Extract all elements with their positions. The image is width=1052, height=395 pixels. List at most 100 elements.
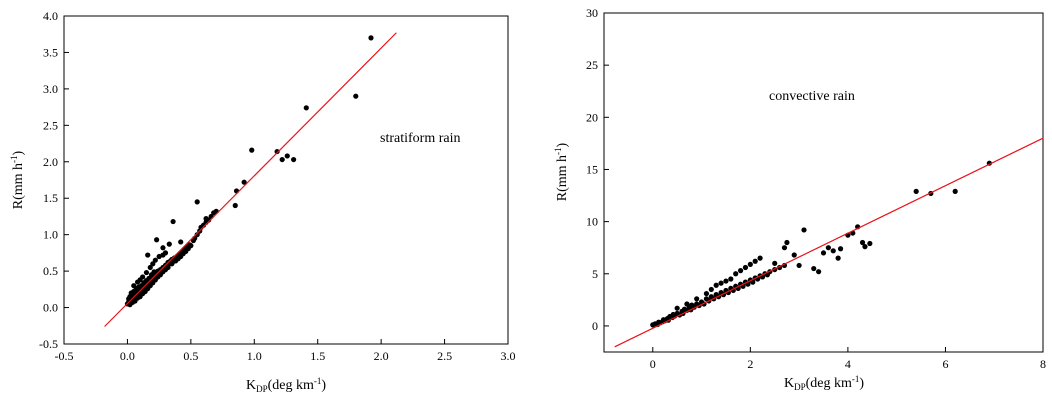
x-axis-title-sup: -1 <box>852 374 860 384</box>
x-tick-label: -0.5 <box>55 349 74 363</box>
y-tick-label: 0 <box>592 319 598 333</box>
y-tick-label: 0.0 <box>43 301 58 315</box>
data-point <box>737 268 744 274</box>
data-point <box>188 243 194 249</box>
y-tick-label: 0.5 <box>43 264 58 278</box>
data-point <box>820 250 827 256</box>
data-point <box>131 283 137 289</box>
data-point <box>859 239 866 246</box>
fit-line <box>104 32 397 327</box>
x-axis-title-sup: -1 <box>314 376 322 386</box>
data-point <box>791 252 797 258</box>
y-ticks: 0 5 10 15 20 25 30 <box>586 6 609 333</box>
y-tick-label: 2.0 <box>43 155 58 169</box>
x-tick-label: 1.5 <box>310 349 325 363</box>
x-axis-title-rest: (deg km <box>806 376 852 391</box>
data-point <box>825 245 831 251</box>
x-tick-label: 8 <box>1040 357 1046 371</box>
data-points <box>124 35 374 308</box>
x-axis-title-main: K <box>784 376 794 391</box>
y-tick-label: 3.5 <box>43 45 58 59</box>
data-point <box>291 156 297 163</box>
data-point <box>862 244 868 250</box>
data-point <box>952 188 958 194</box>
data-point <box>152 257 158 263</box>
y-axis-title-main: R(mm h <box>555 155 570 201</box>
data-point <box>674 305 680 311</box>
x-tick-label: 0.0 <box>120 349 135 363</box>
y-axis-title-sup: -1 <box>9 155 19 163</box>
y-tick-label: 3.0 <box>43 82 58 96</box>
x-axis-title-close: ) <box>859 376 864 391</box>
data-point <box>194 232 200 238</box>
x-tick-label: 0 <box>650 357 656 371</box>
fit-line <box>614 137 1044 348</box>
y-tick-label: 2.5 <box>43 118 58 132</box>
data-point <box>170 218 176 225</box>
data-point <box>835 255 841 261</box>
data-point <box>368 35 374 41</box>
annotation: stratiform rain <box>380 131 460 146</box>
x-axis-title-close: ) <box>321 378 326 393</box>
y-tick-label: 5 <box>592 267 598 281</box>
x-axis-title-main: K <box>246 378 256 393</box>
annotation: convective rain <box>769 89 855 104</box>
data-point <box>140 274 146 280</box>
data-point <box>284 153 290 159</box>
data-point <box>166 241 172 247</box>
y-axis-title-main: R(mm h <box>11 163 26 209</box>
data-point <box>145 252 151 258</box>
data-point <box>213 208 219 214</box>
x-tick-label: 1.0 <box>247 349 262 363</box>
data-point <box>233 188 240 194</box>
data-point <box>249 147 255 153</box>
data-point <box>801 227 807 233</box>
x-ticks: -0.5 0.0 0.5 1.0 1.5 2.0 2.5 3.0 <box>55 339 516 363</box>
data-point <box>703 290 710 297</box>
data-point <box>811 265 817 272</box>
x-ticks: 0 2 4 6 8 <box>650 347 1046 371</box>
data-point <box>796 262 802 269</box>
data-point <box>837 246 844 252</box>
data-point <box>147 264 153 271</box>
x-axis-title: KDP(deg km-1) <box>784 374 864 392</box>
data-point <box>772 260 778 266</box>
data-point <box>279 156 285 163</box>
y-axis-title-close: ) <box>11 150 26 155</box>
data-point <box>194 199 200 205</box>
data-point <box>353 93 359 99</box>
data-point <box>723 278 729 284</box>
x-axis-title-sub: DP <box>256 384 268 394</box>
x-tick-label: 2.5 <box>437 349 452 363</box>
data-point <box>733 271 739 277</box>
x-axis-title-sub: DP <box>794 382 806 392</box>
y-ticks: -0.5 0.0 0.5 1.0 1.5 2.0 2.5 3.0 3.5 4.0 <box>39 9 69 351</box>
x-tick-label: 0.5 <box>183 349 198 363</box>
data-point <box>684 301 690 307</box>
y-tick-label: 10 <box>586 215 598 229</box>
data-point <box>150 261 156 267</box>
data-point <box>694 296 700 302</box>
data-point <box>752 258 758 264</box>
x-tick-label: 2.0 <box>374 349 389 363</box>
x-tick-label: 4 <box>845 357 851 371</box>
x-tick-label: 3.0 <box>501 349 516 363</box>
y-tick-label: -0.5 <box>39 337 58 351</box>
data-point <box>303 105 309 111</box>
data-point <box>867 240 873 247</box>
x-tick-label: 2 <box>747 357 753 371</box>
y-tick-label: 1.5 <box>43 191 58 205</box>
y-axis-title: R(mm h-1) <box>553 142 570 201</box>
y-axis-title-close: ) <box>555 142 570 147</box>
data-point <box>728 276 734 282</box>
data-points <box>650 160 992 328</box>
plot-frame <box>63 15 509 345</box>
x-axis-title-rest: (deg km <box>268 378 314 393</box>
x-axis-title: KDP(deg km-1) <box>246 376 326 394</box>
y-tick-label: 20 <box>586 110 598 124</box>
data-point <box>708 286 714 293</box>
data-point <box>154 237 160 243</box>
y-tick-label: 4.0 <box>43 9 58 23</box>
data-point <box>178 239 184 245</box>
y-tick-label: 1.0 <box>43 228 58 242</box>
